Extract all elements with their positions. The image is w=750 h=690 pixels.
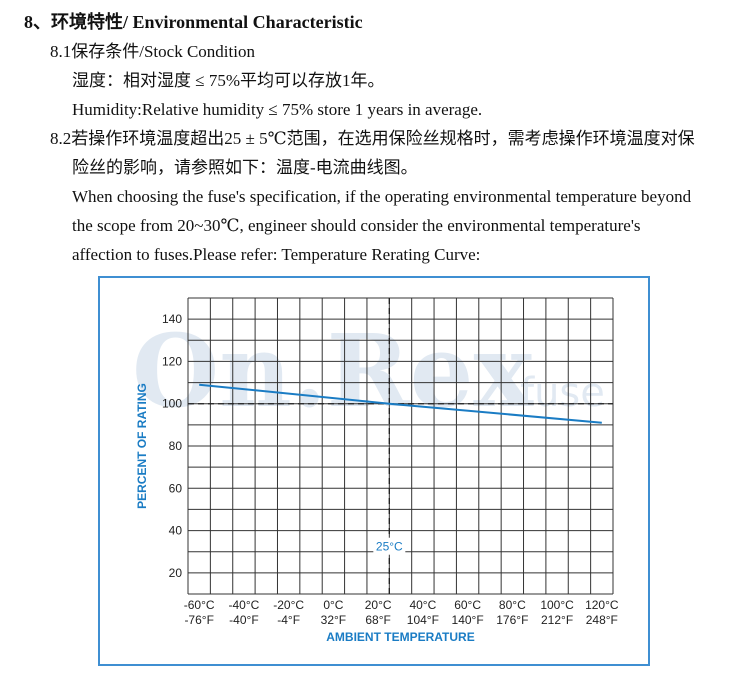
x-tick-label-fahrenheit: -76°F bbox=[184, 613, 213, 627]
chart-grid bbox=[187, 297, 614, 595]
temperature-note-cn-2: 险丝的影响，请参照如下：温度-电流曲线图。 bbox=[72, 158, 418, 177]
temperature-note-en-1: When choosing the fuse's specification, … bbox=[72, 187, 692, 206]
watermark-suffix: fuse bbox=[520, 370, 605, 416]
x-tick-label-celsius: 80°C bbox=[499, 598, 526, 612]
x-tick-label-celsius: -20°C bbox=[273, 598, 304, 612]
x-tick-label-fahrenheit: 32°F bbox=[321, 613, 346, 627]
reference-label-25c: 25°C bbox=[376, 540, 403, 554]
rerating-chart-frame: On.Rex fuse 25°C 20 40 60 80 100 120 140 -60°C -… bbox=[98, 276, 650, 666]
y-tick-label: 80 bbox=[169, 439, 183, 453]
x-tick-label-celsius: -40°C bbox=[229, 598, 260, 612]
x-tick-label-celsius: 120°C bbox=[585, 598, 619, 612]
y-tick-label: 140 bbox=[162, 312, 182, 326]
y-tick-label: 100 bbox=[162, 397, 182, 411]
y-tick-label: 40 bbox=[169, 524, 183, 538]
x-tick-label-celsius: 40°C bbox=[409, 598, 436, 612]
reference-label-background bbox=[373, 537, 406, 555]
watermark-brand: On.Rex bbox=[132, 312, 534, 430]
temperature-note-en-2: the scope from 20~30℃, engineer should c… bbox=[72, 216, 641, 235]
y-tick-label: 120 bbox=[162, 354, 182, 368]
x-tick-label-celsius: 0°C bbox=[323, 598, 343, 612]
x-tick-label-fahrenheit: 176°F bbox=[496, 613, 528, 627]
watermark-logo: On.Rex fuse bbox=[132, 312, 605, 430]
section-heading: 8、环境特性/ Environmental Characteristic bbox=[24, 12, 363, 32]
rerating-chart: On.Rex fuse 25°C 20406080100120140-60°C-… bbox=[132, 297, 619, 644]
x-tick-label-celsius: 20°C bbox=[365, 598, 392, 612]
x-tick-label-celsius: 60°C bbox=[454, 598, 481, 612]
axis-labels: 20 40 60 80 100 120 140 -60°C-76°F -40°C-40°F -20… bbox=[135, 312, 619, 644]
x-tick-label-celsius: 100°C bbox=[540, 598, 574, 612]
x-tick-label-fahrenheit: 140°F bbox=[452, 613, 484, 627]
stock-condition-cn: 湿度：相对湿度 ≤ 75%平均可以存放1年。 bbox=[72, 71, 385, 90]
temperature-note-cn-1: 8.2若操作环境温度超出25 ± 5℃范围，在选用保险丝规格时，需考虑操作环境温… bbox=[50, 129, 695, 148]
x-tick-label-fahrenheit: 212°F bbox=[541, 613, 573, 627]
x-tick-label-fahrenheit: 104°F bbox=[407, 613, 439, 627]
stock-condition-title: 8.1保存条件/Stock Condition bbox=[50, 42, 255, 61]
x-tick-label-fahrenheit: -40°F bbox=[229, 613, 258, 627]
y-tick-label: 20 bbox=[169, 566, 183, 580]
y-axis-label: PERCENT OF RATING bbox=[135, 383, 149, 509]
curve-layer bbox=[199, 383, 602, 424]
x-tick-label-fahrenheit: 68°F bbox=[365, 613, 390, 627]
y-tick-label: 60 bbox=[169, 481, 183, 495]
x-tick-label-fahrenheit: 248°F bbox=[586, 613, 618, 627]
derating-curve bbox=[199, 383, 602, 424]
x-tick-label-fahrenheit: -4°F bbox=[277, 613, 300, 627]
x-axis-label: AMBIENT TEMPERATURE bbox=[326, 630, 474, 644]
stock-condition-en: Humidity:Relative humidity ≤ 75% store 1… bbox=[72, 100, 483, 119]
x-tick-label-celsius: -60°C bbox=[184, 598, 215, 612]
temperature-note-en-3: affection to fuses.Please refer: Tempera… bbox=[72, 245, 481, 264]
